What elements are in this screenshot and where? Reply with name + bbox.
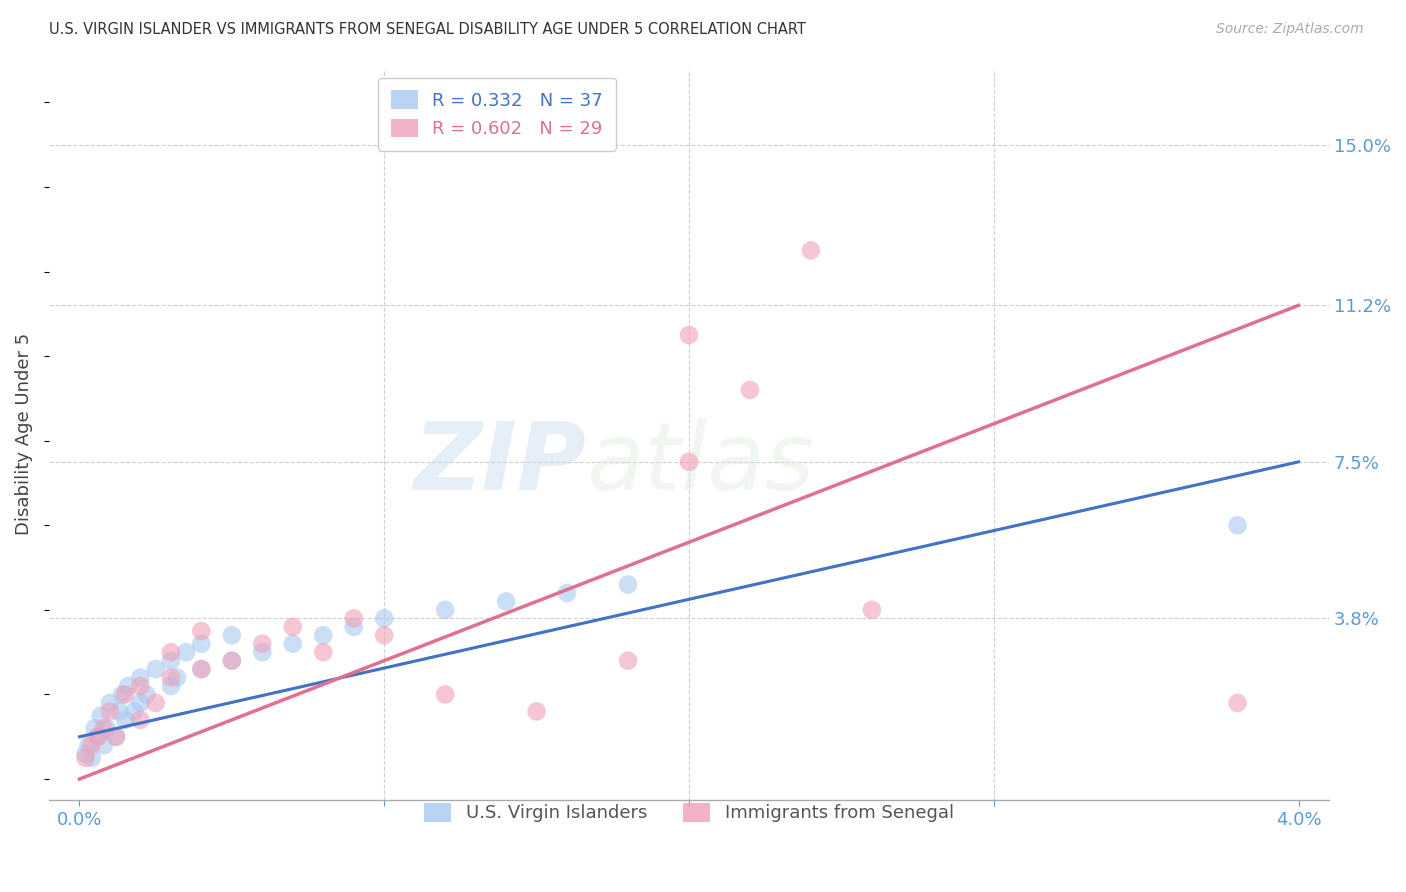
Point (77, 738, 100, 752)
Legend: U.S. Virgin Islanders, Immigrants from Senegal: U.S. Virgin Islanders, Immigrants from S… (412, 790, 966, 835)
Point (526, 705, 548, 719)
Point (1226, 518, 1249, 533)
Point (75, 747, 97, 761)
Point (252, 645, 274, 659)
Point (678, 328, 700, 343)
Point (87, 730, 110, 744)
Point (145, 662, 167, 676)
Point (87, 730, 110, 744)
Point (160, 671, 183, 685)
Point (221, 628, 243, 642)
Point (160, 679, 183, 693)
Point (617, 654, 640, 668)
Point (129, 679, 152, 693)
Point (373, 611, 395, 625)
Point (617, 577, 640, 591)
Point (495, 594, 517, 608)
Point (105, 730, 128, 744)
Point (108, 705, 131, 719)
Point (312, 628, 335, 642)
Point (96, 721, 118, 735)
Point (129, 671, 152, 685)
Point (80, 738, 103, 752)
Point (105, 730, 128, 744)
Point (221, 654, 243, 668)
Point (129, 696, 152, 710)
Point (252, 637, 274, 651)
Point (281, 620, 304, 634)
Point (434, 603, 457, 617)
Point (800, 244, 823, 258)
Point (160, 645, 183, 659)
Point (373, 628, 395, 642)
Point (117, 679, 139, 693)
Text: atlas: atlas (586, 418, 815, 509)
Point (90, 708, 112, 723)
Point (1226, 696, 1249, 710)
Point (111, 688, 134, 702)
Point (129, 713, 152, 727)
Point (98, 696, 121, 710)
Point (221, 654, 243, 668)
Point (312, 645, 335, 659)
Point (135, 688, 157, 702)
Point (190, 637, 212, 651)
Point (555, 586, 578, 600)
Point (343, 611, 366, 625)
Text: Source: ZipAtlas.com: Source: ZipAtlas.com (1216, 22, 1364, 37)
Y-axis label: Disability Age Under 5: Disability Age Under 5 (15, 334, 32, 535)
Point (80, 751, 103, 765)
Point (93, 721, 115, 735)
Point (166, 671, 188, 685)
Point (860, 603, 883, 617)
Point (174, 645, 197, 659)
Point (343, 620, 366, 634)
Point (190, 624, 212, 638)
Point (93, 738, 115, 752)
Point (281, 637, 304, 651)
Point (678, 455, 700, 469)
Point (145, 696, 167, 710)
Point (434, 688, 457, 702)
Text: ZIP: ZIP (413, 417, 586, 509)
Point (75, 751, 97, 765)
Point (190, 662, 212, 676)
Point (114, 713, 136, 727)
Point (124, 705, 146, 719)
Point (190, 662, 212, 676)
Point (738, 383, 761, 397)
Point (160, 654, 183, 668)
Point (83, 721, 105, 735)
Point (114, 688, 136, 702)
Point (98, 705, 121, 719)
Text: U.S. VIRGIN ISLANDER VS IMMIGRANTS FROM SENEGAL DISABILITY AGE UNDER 5 CORRELATI: U.S. VIRGIN ISLANDER VS IMMIGRANTS FROM … (49, 22, 806, 37)
